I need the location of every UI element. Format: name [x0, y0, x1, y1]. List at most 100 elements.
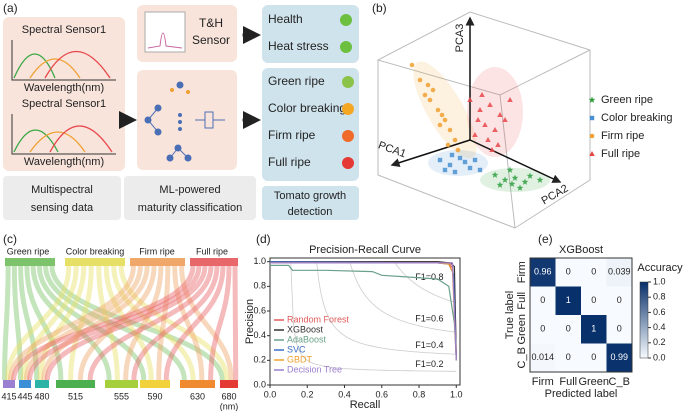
output-label: Heat stress [268, 39, 329, 53]
legend-label: Decision Tree [287, 364, 342, 374]
panel-label: (c) [3, 232, 17, 246]
cell [530, 286, 556, 315]
cell [606, 286, 632, 315]
legend-label: Full ripe [601, 148, 640, 160]
cell-label: 1 [591, 324, 596, 334]
flow-ribbon [11, 265, 196, 381]
point [479, 92, 485, 97]
sensor-box [3, 17, 125, 171]
flow-ribbon [208, 265, 232, 381]
point [475, 117, 481, 122]
iso-f1-label: F1=0.6 [415, 313, 443, 323]
wavelength-bar [220, 380, 238, 388]
cell-label: 0 [617, 295, 622, 305]
flow-ribbon [43, 265, 187, 381]
point [452, 169, 458, 175]
ml-box [137, 70, 237, 170]
point [430, 87, 436, 93]
panel-a: (a) Spectral Sensor1 Wavelength(nm) Spec… [3, 1, 359, 220]
iso-f1-curve [349, 261, 457, 333]
th-icon [144, 11, 186, 53]
point [497, 112, 503, 117]
point [447, 162, 453, 168]
flow-ribbon [8, 265, 136, 381]
flow-ribbon [96, 265, 120, 381]
point [409, 62, 415, 68]
point [425, 82, 431, 88]
y-tick-label: 0.2 [253, 355, 266, 365]
cell-label: 0 [591, 352, 596, 362]
spectrum [44, 51, 111, 79]
colorbar-tick-label: 0.0 [653, 352, 666, 362]
flow-ribbon [179, 265, 234, 381]
legend-marker [589, 115, 595, 121]
tomato-icon [342, 157, 354, 169]
point [452, 137, 458, 143]
point [492, 127, 498, 132]
flow-ribbon [123, 265, 164, 381]
legend-label: GBDT [287, 354, 313, 364]
axis-label: Predicted label [545, 388, 618, 400]
point [482, 122, 488, 127]
class-bar [130, 258, 185, 266]
point [467, 97, 473, 102]
flow-ribbon [68, 265, 94, 381]
output-label: Health [268, 12, 303, 26]
matrix-frame [529, 257, 633, 373]
panel-label: (d) [256, 232, 271, 246]
point [442, 167, 448, 173]
cell [606, 343, 632, 372]
flow-ribbon [21, 265, 79, 381]
point [487, 102, 493, 107]
axis-label: PCA1 [376, 139, 407, 160]
x-tick-label: 0.2 [301, 389, 314, 399]
point [526, 172, 534, 179]
iso-f1-label: F1=0.2 [415, 359, 443, 369]
cell-label: 0 [591, 295, 596, 305]
legend-marker [589, 133, 595, 139]
point [447, 127, 453, 133]
class-bar [5, 258, 55, 266]
th-icon [147, 32, 183, 49]
y-tick-label: Firm [516, 261, 528, 283]
point [496, 181, 504, 188]
mini-axis [11, 114, 116, 155]
stage-label: sensing data [31, 202, 94, 214]
flow-ribbon [2, 265, 11, 381]
x-tick-label: Firm [532, 376, 554, 388]
point [437, 157, 443, 163]
wavelength-label: 680 [221, 391, 236, 401]
flow-ribbon [172, 265, 205, 381]
point [507, 97, 513, 102]
flow-ribbon [36, 265, 147, 381]
point [495, 142, 501, 147]
legend-label: Color breaking [601, 112, 673, 124]
iso-f1-label: F1=0.4 [415, 340, 443, 350]
flow-ribbon [87, 265, 214, 381]
flow-ribbon [103, 265, 154, 381]
y-tick-label: 0.8 [253, 281, 266, 291]
cell [606, 315, 632, 344]
point [467, 165, 473, 171]
x-tick-label: Green [578, 376, 609, 388]
health-box [262, 5, 359, 63]
panel-label: (e) [538, 232, 553, 246]
output-label: Green ripe [268, 74, 325, 88]
flow-ribbon [232, 265, 239, 381]
legend-label: SVC [287, 344, 306, 354]
colorbar-tick-label: 0.6 [653, 307, 666, 317]
flow-ribbon [131, 265, 220, 381]
stage-label: Multispectral [31, 184, 93, 196]
cell-label: 0 [540, 324, 545, 334]
cell-label: 0 [566, 267, 571, 277]
output-label: Color breaking [268, 101, 346, 115]
colorbar [639, 281, 649, 359]
spectrum [29, 58, 81, 79]
point [427, 97, 433, 103]
class-bar [65, 258, 125, 266]
legend-label: AdaBoost [287, 334, 327, 344]
flow-ribbon [77, 265, 157, 381]
point [477, 167, 483, 173]
cell [555, 343, 581, 372]
mini-axis [11, 40, 116, 81]
